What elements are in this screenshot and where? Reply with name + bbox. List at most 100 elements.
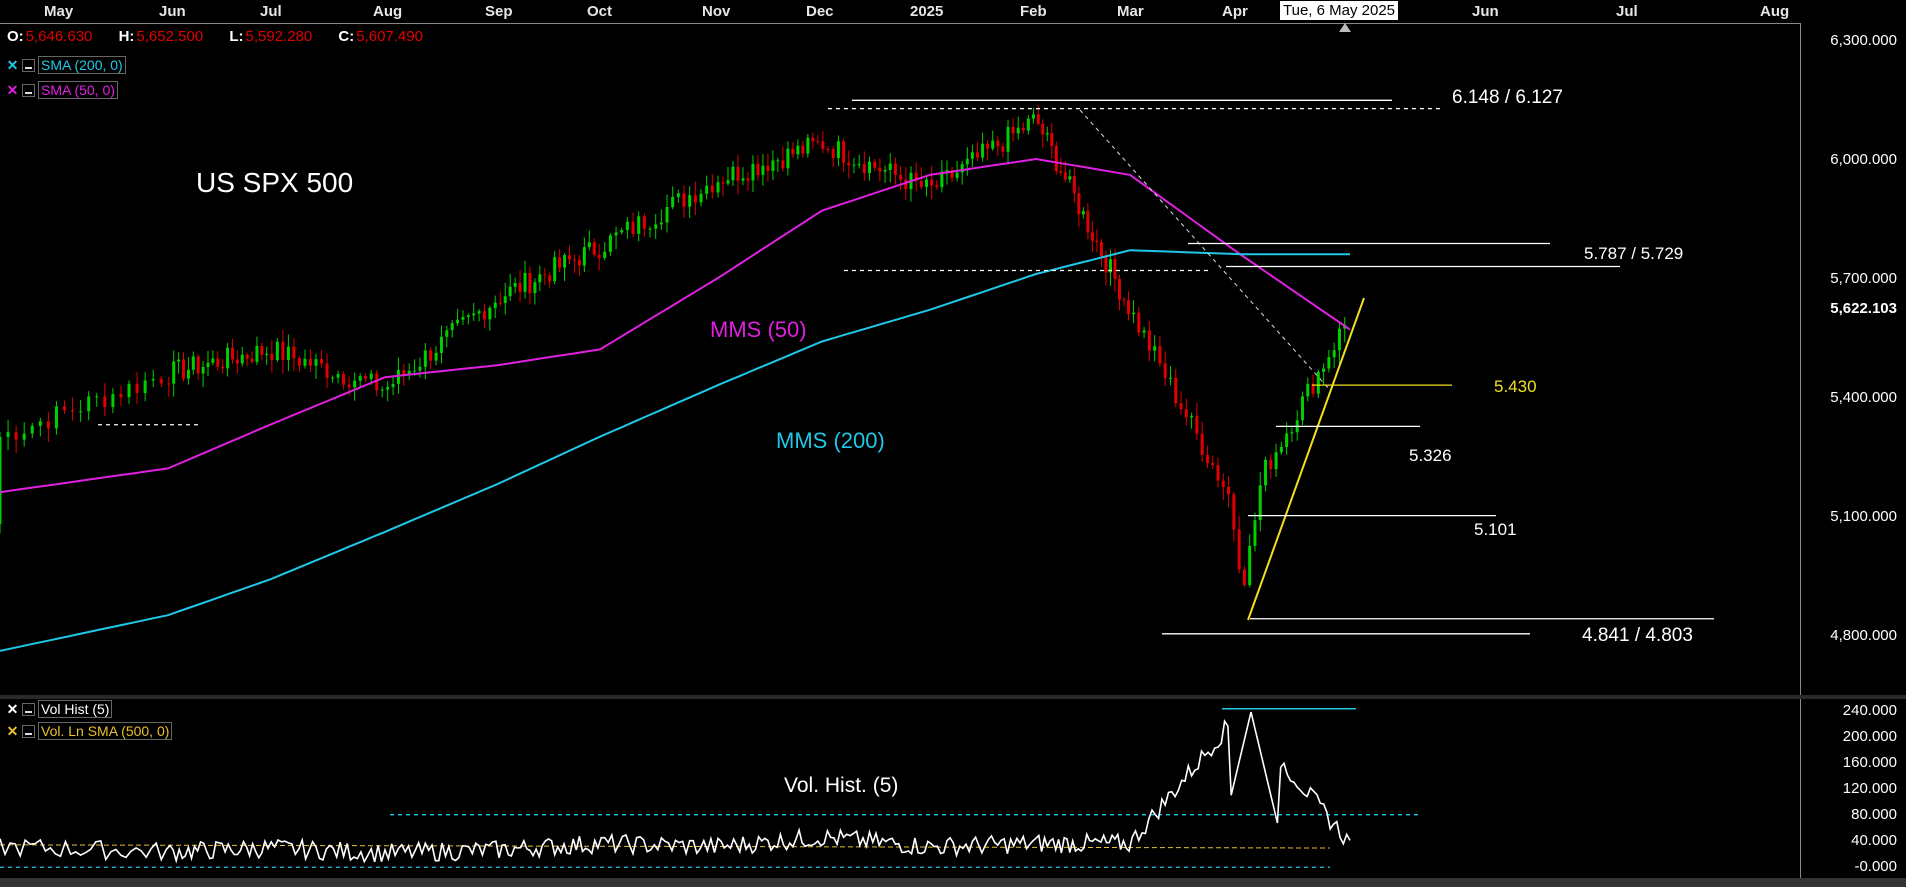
candle-body bbox=[423, 350, 427, 367]
legend-label[interactable]: SMA (50, 0) bbox=[38, 81, 118, 99]
legend-sma50[interactable]: ✕ SMA (50, 0) bbox=[6, 81, 118, 99]
line-style-icon[interactable] bbox=[22, 58, 35, 72]
candle-body bbox=[1300, 396, 1304, 421]
candle-body bbox=[801, 145, 805, 154]
candle-body bbox=[1311, 383, 1315, 394]
candle-body bbox=[434, 352, 438, 361]
candle-body bbox=[568, 255, 572, 260]
value-axis[interactable]: 6,300.000 6,000.000 5,700.000 5,622.103 … bbox=[1800, 23, 1906, 887]
candle-body bbox=[1316, 371, 1320, 394]
candle-body bbox=[975, 152, 979, 158]
candle-body bbox=[303, 359, 307, 366]
candle-body bbox=[1113, 259, 1117, 279]
candle-body bbox=[716, 182, 720, 193]
candle-body bbox=[391, 383, 395, 387]
candle-body bbox=[369, 373, 373, 379]
scroll-strip[interactable] bbox=[0, 878, 1906, 887]
candle-body bbox=[878, 167, 882, 172]
level-label-5326: 5.326 bbox=[1409, 446, 1452, 465]
candle-body bbox=[461, 316, 465, 320]
candle-body bbox=[1195, 415, 1199, 434]
legend-label[interactable]: Vol Hist (5) bbox=[38, 700, 113, 718]
candle-body bbox=[503, 296, 507, 303]
price-tick: 6,000.000 bbox=[1830, 151, 1897, 168]
candle-body bbox=[842, 141, 846, 163]
candle-body bbox=[87, 396, 91, 412]
price-tick: 5,400.000 bbox=[1830, 389, 1897, 406]
candle-body bbox=[1050, 133, 1054, 147]
candle-body bbox=[450, 323, 454, 331]
candle-body bbox=[960, 164, 964, 173]
legend-label[interactable]: SMA (200, 0) bbox=[38, 56, 126, 74]
line-style-icon[interactable] bbox=[22, 724, 35, 738]
candle-body bbox=[1174, 377, 1178, 404]
candle-body bbox=[172, 361, 176, 384]
candle-body bbox=[1279, 446, 1283, 453]
candle-body bbox=[603, 251, 607, 258]
candle-body bbox=[991, 140, 995, 149]
candle-body bbox=[572, 259, 576, 261]
vol-sma-line bbox=[0, 844, 1331, 849]
candle-body bbox=[831, 149, 835, 159]
candle-body bbox=[22, 433, 26, 440]
remove-icon[interactable]: ✕ bbox=[6, 56, 19, 73]
candle-body bbox=[1147, 330, 1151, 351]
candle-body bbox=[1306, 383, 1310, 397]
candle-body bbox=[206, 362, 210, 367]
legend-volhist[interactable]: ✕ Vol Hist (5) bbox=[6, 700, 113, 718]
candle-body bbox=[847, 162, 851, 166]
candle-body bbox=[336, 374, 340, 378]
candle-body bbox=[914, 172, 918, 181]
candle-body bbox=[1006, 126, 1010, 152]
candle-body bbox=[781, 160, 785, 169]
candle-body bbox=[1045, 133, 1049, 135]
legend-label[interactable]: Vol. Ln SMA (500, 0) bbox=[38, 722, 173, 740]
candle-body bbox=[353, 380, 357, 388]
level-label-5101: 5.101 bbox=[1474, 520, 1517, 539]
line-style-icon[interactable] bbox=[22, 83, 35, 97]
date-marker-icon[interactable] bbox=[1339, 23, 1351, 32]
candle-body bbox=[1031, 114, 1035, 119]
legend-volsma[interactable]: ✕ Vol. Ln SMA (500, 0) bbox=[6, 722, 173, 740]
candle-body bbox=[182, 359, 186, 379]
legend-sma200[interactable]: ✕ SMA (200, 0) bbox=[6, 56, 126, 74]
candle-body bbox=[791, 148, 795, 155]
remove-icon[interactable]: ✕ bbox=[6, 700, 19, 717]
high-key: H: bbox=[118, 28, 135, 45]
candle-body bbox=[1237, 529, 1241, 570]
panel-divider[interactable] bbox=[0, 695, 1906, 699]
remove-icon[interactable]: ✕ bbox=[6, 722, 19, 739]
candle-body bbox=[883, 169, 887, 172]
candle-body bbox=[1090, 232, 1094, 241]
line-style-icon[interactable] bbox=[22, 702, 35, 716]
level-label-6148: 6.148 / 6.127 bbox=[1452, 87, 1563, 108]
candle-body bbox=[970, 152, 974, 159]
candle-body bbox=[1132, 312, 1136, 315]
candle-body bbox=[1248, 545, 1252, 586]
candle-body bbox=[211, 358, 215, 363]
candle-body bbox=[1163, 363, 1167, 379]
price-tick: 6,300.000 bbox=[1830, 32, 1897, 49]
candle-body bbox=[1232, 494, 1236, 530]
candle-body bbox=[1026, 118, 1030, 131]
candle-body bbox=[665, 207, 669, 223]
candle-body bbox=[1285, 433, 1289, 447]
vol-hist-line bbox=[0, 711, 1351, 864]
month-label: Jun bbox=[159, 3, 186, 20]
candle-body bbox=[746, 178, 750, 181]
candle-body bbox=[216, 358, 220, 367]
remove-icon[interactable]: ✕ bbox=[6, 81, 19, 98]
vol-tick: -0.000 bbox=[1854, 858, 1897, 875]
candle-body bbox=[642, 216, 646, 229]
time-axis[interactable]: May Jun Jul Aug Sep Oct Nov Dec 2025 Feb… bbox=[0, 0, 1800, 24]
candle-body bbox=[935, 185, 939, 188]
candle-body bbox=[1099, 242, 1103, 257]
candle-body bbox=[940, 171, 944, 188]
candle-body bbox=[407, 370, 411, 375]
candle-body bbox=[558, 257, 562, 268]
candle-body bbox=[786, 148, 790, 169]
price-chart[interactable]: US SPX 500 MMS (50) MMS (200) 6.148 / 6.… bbox=[0, 0, 1800, 887]
candle-body bbox=[620, 230, 624, 233]
candle-body bbox=[314, 359, 318, 366]
close-value: 5,607.490 bbox=[356, 28, 423, 45]
